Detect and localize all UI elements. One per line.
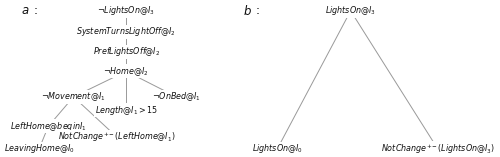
Text: $\mathit{LightsOn}@I_0$: $\mathit{LightsOn}@I_0$ [252, 142, 303, 155]
Text: :: : [34, 4, 38, 17]
Text: :: : [256, 4, 260, 17]
Text: $\mathit{NotChange}^{+-}(\mathit{LeftHome}@I_1)$: $\mathit{NotChange}^{+-}(\mathit{LeftHom… [58, 130, 176, 144]
Text: $\neg\mathit{OnBed}@I_1$: $\neg\mathit{OnBed}@I_1$ [152, 90, 201, 103]
Text: $\mathit{LeftHome}@\mathit{begin}I_1$: $\mathit{LeftHome}@\mathit{begin}I_1$ [10, 120, 86, 133]
Text: $\mathit{Length}@I_1 > 15$: $\mathit{Length}@I_1 > 15$ [94, 103, 158, 116]
Text: $\mathit{SystemTurnsLightOff}@I_2$: $\mathit{SystemTurnsLightOff}@I_2$ [76, 25, 176, 38]
Text: $\neg\mathit{LightsOn}@I_3$: $\neg\mathit{LightsOn}@I_3$ [98, 4, 155, 17]
Text: $b$: $b$ [243, 4, 252, 18]
Text: $\neg\mathit{Home}@I_2$: $\neg\mathit{Home}@I_2$ [104, 65, 149, 78]
Text: $a$: $a$ [21, 4, 29, 17]
Text: $\mathit{LightsOn}@I_3$: $\mathit{LightsOn}@I_3$ [325, 4, 376, 17]
Text: $\mathit{PrefLightsOff}@I_2$: $\mathit{PrefLightsOff}@I_2$ [92, 45, 160, 58]
Text: $\mathit{NotChange}^{+-}(\mathit{LightsOn}@I_3)$: $\mathit{NotChange}^{+-}(\mathit{LightsO… [380, 142, 494, 156]
Text: $\mathit{LeavingHome}@I_0$: $\mathit{LeavingHome}@I_0$ [4, 142, 74, 155]
Text: $\neg\mathit{Movement}@I_1$: $\neg\mathit{Movement}@I_1$ [42, 90, 106, 103]
